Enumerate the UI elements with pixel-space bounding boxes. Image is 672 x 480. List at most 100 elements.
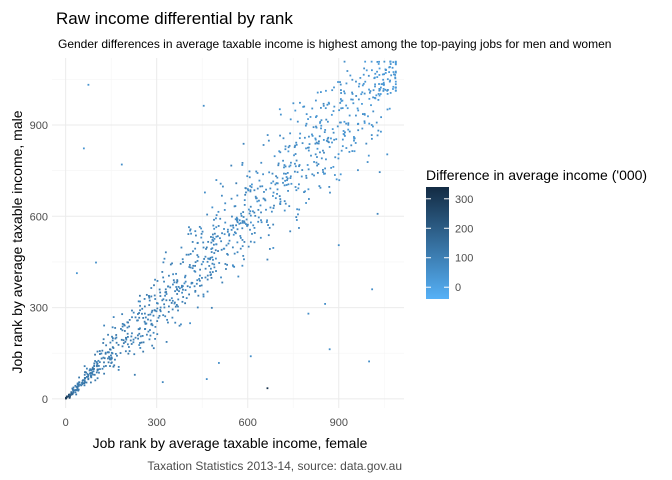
data-point	[170, 302, 173, 304]
data-point	[145, 322, 148, 325]
data-point	[256, 172, 259, 174]
data-point	[307, 149, 310, 152]
data-point	[256, 187, 259, 190]
data-point	[139, 304, 141, 307]
data-point	[279, 198, 282, 200]
data-point	[319, 120, 322, 123]
data-point	[138, 344, 141, 346]
data-point	[200, 236, 203, 239]
data-point	[189, 266, 192, 269]
data-point	[254, 195, 257, 198]
x-axis-ticks: 0 300 600 900	[63, 417, 348, 429]
data-point	[80, 384, 83, 387]
data-point	[164, 294, 166, 297]
data-point	[205, 378, 208, 380]
data-point	[149, 319, 152, 322]
data-point	[168, 305, 170, 308]
data-point	[220, 240, 223, 243]
data-point	[223, 247, 226, 250]
data-point	[223, 209, 226, 211]
data-point	[252, 210, 254, 213]
data-point	[189, 322, 191, 325]
data-point	[117, 343, 120, 346]
data-point	[193, 285, 196, 288]
data-point	[328, 146, 331, 148]
data-point	[90, 376, 93, 379]
data-point	[285, 184, 288, 186]
data-point	[201, 277, 203, 279]
data-point	[208, 265, 211, 267]
data-point	[74, 391, 77, 394]
data-point	[78, 376, 81, 379]
data-point	[239, 247, 242, 250]
data-point	[89, 368, 92, 371]
data-point	[314, 153, 317, 156]
data-point	[209, 258, 211, 261]
data-point	[256, 200, 259, 203]
data-point	[141, 335, 144, 337]
data-point	[200, 232, 203, 235]
data-point	[217, 250, 219, 252]
data-point	[168, 274, 170, 277]
data-point	[316, 156, 318, 158]
data-point	[142, 341, 145, 344]
data-point	[311, 173, 314, 176]
data-point	[249, 240, 252, 243]
data-point	[370, 104, 372, 107]
data-point	[295, 219, 298, 221]
data-point	[269, 206, 272, 209]
data-point	[86, 375, 88, 378]
data-point	[85, 371, 88, 374]
y-axis-title: Job rank by average taxable income, male	[9, 110, 25, 373]
data-point	[328, 186, 331, 188]
data-point	[299, 132, 302, 135]
data-point	[260, 211, 262, 214]
data-point	[158, 288, 161, 291]
data-point	[262, 197, 265, 200]
data-point	[213, 266, 216, 269]
data-point	[327, 141, 330, 144]
data-point	[346, 70, 349, 72]
data-point	[145, 333, 148, 336]
data-point	[191, 267, 194, 270]
data-point	[382, 81, 385, 84]
data-point	[110, 357, 113, 360]
data-point	[365, 142, 368, 145]
data-point	[98, 350, 101, 352]
data-point	[371, 137, 373, 140]
data-point	[355, 114, 357, 117]
data-point	[200, 227, 202, 230]
data-point	[68, 394, 71, 397]
data-point	[185, 297, 188, 299]
data-point	[255, 197, 257, 200]
data-point	[365, 69, 368, 72]
data-point	[70, 393, 73, 396]
data-point	[239, 235, 242, 237]
data-point	[327, 136, 330, 139]
data-point	[163, 257, 166, 260]
data-point	[294, 162, 296, 165]
data-point	[350, 98, 353, 101]
data-point	[91, 371, 94, 373]
data-point	[126, 343, 129, 346]
data-point	[378, 89, 381, 92]
data-point	[376, 61, 379, 63]
data-point	[111, 337, 114, 340]
data-point	[388, 107, 391, 110]
data-point	[283, 166, 285, 169]
data-point	[156, 280, 159, 282]
data-point	[215, 217, 217, 220]
data-point	[279, 134, 281, 137]
data-point	[194, 264, 196, 267]
data-point	[279, 202, 281, 205]
data-point	[181, 258, 184, 261]
data-point	[307, 312, 310, 315]
data-point	[243, 258, 245, 261]
data-point	[241, 162, 244, 164]
data-point	[270, 182, 273, 185]
data-point	[210, 236, 212, 238]
data-point	[326, 140, 329, 143]
data-point	[380, 83, 383, 86]
data-point	[198, 278, 200, 280]
data-point	[128, 346, 130, 348]
